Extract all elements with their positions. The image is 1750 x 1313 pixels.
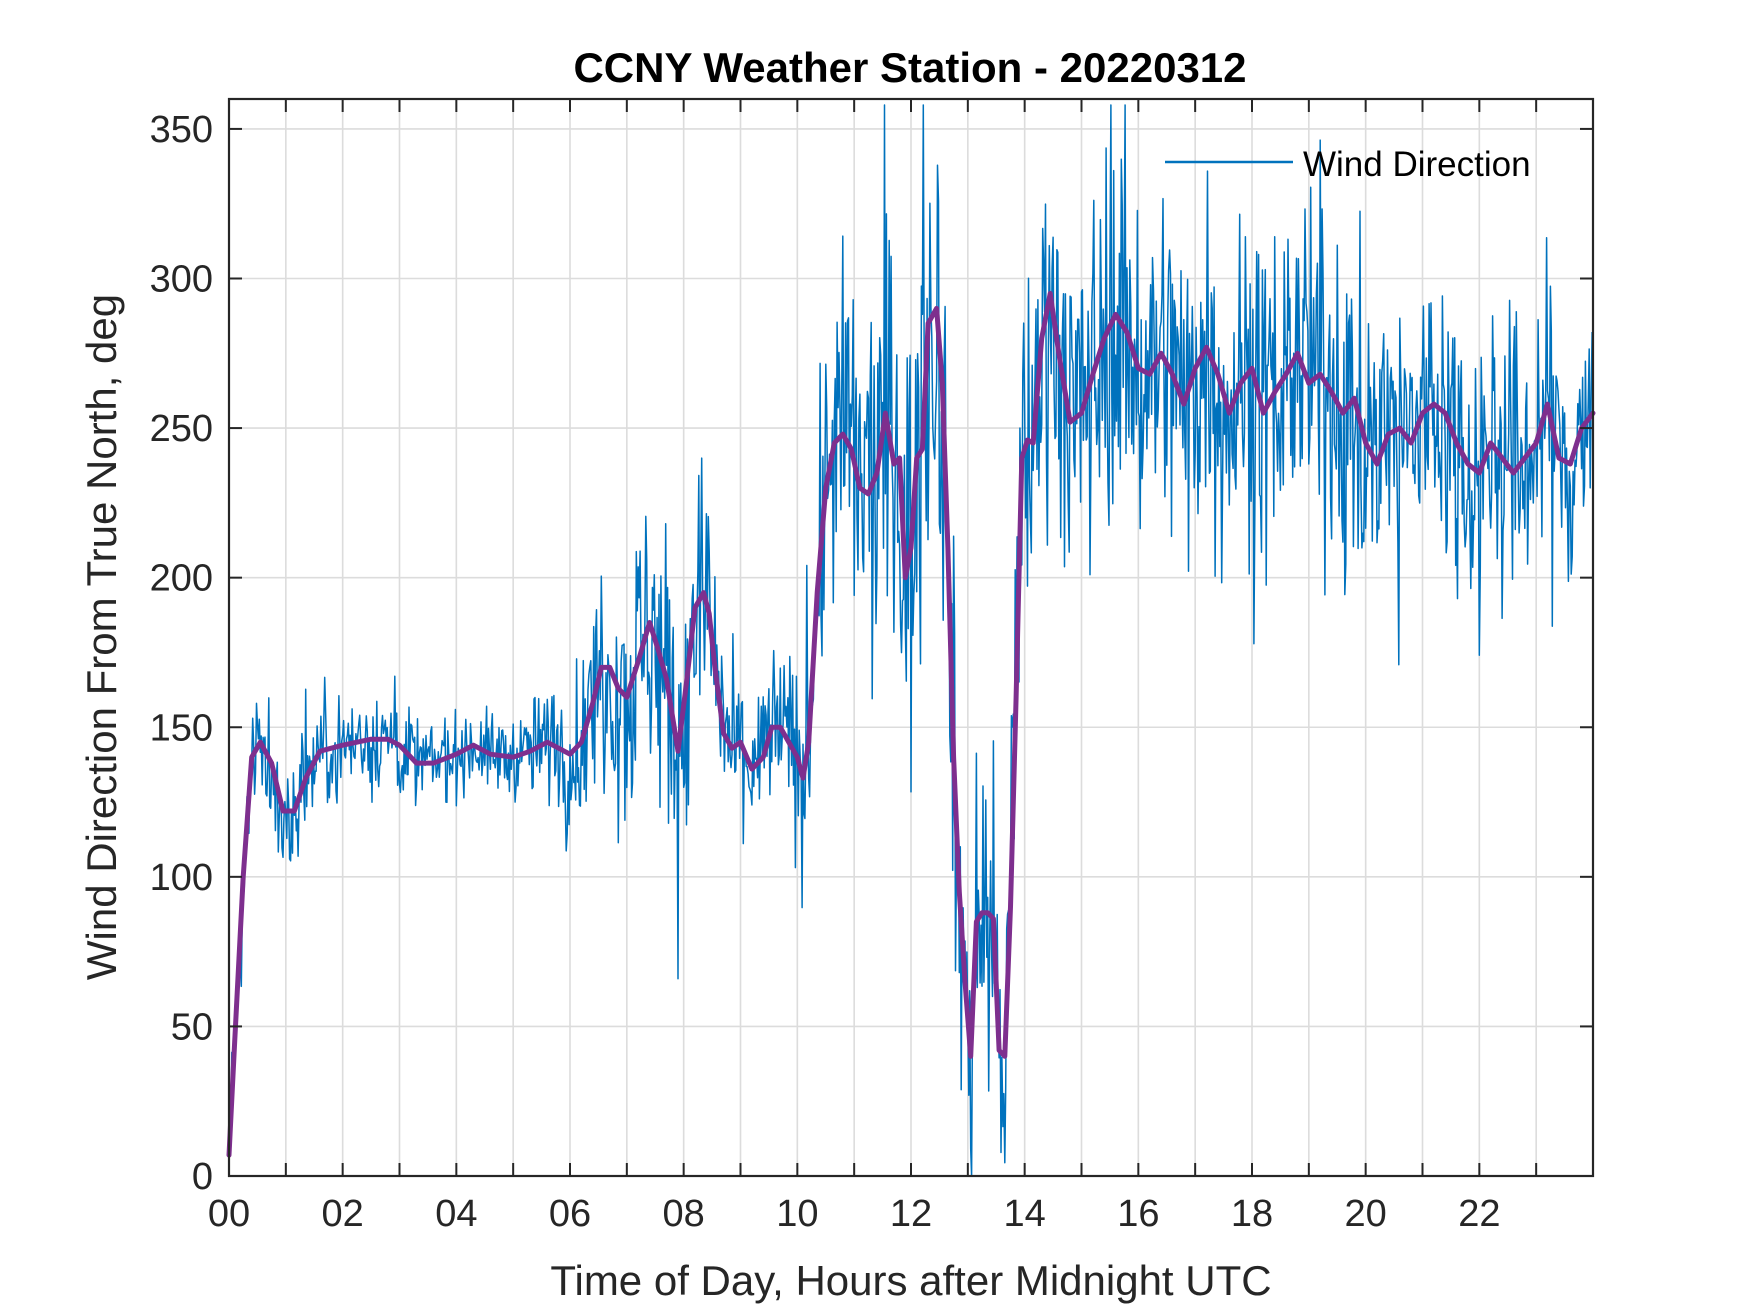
y-tick-label: 100 <box>150 857 213 899</box>
chart-title: CCNY Weather Station - 20220312 <box>573 44 1246 91</box>
legend: Wind Direction <box>1165 145 1531 184</box>
y-tick-label: 250 <box>150 408 213 450</box>
y-tick-label: 0 <box>192 1156 213 1198</box>
y-tick-label: 300 <box>150 259 213 301</box>
tick-layer <box>228 99 1594 1177</box>
y-tick-label: 350 <box>150 109 213 151</box>
smoothed-wind-direction-line <box>226 291 1596 1158</box>
y-tick-label: 50 <box>171 1006 213 1048</box>
x-tick-label: 22 <box>1458 1193 1500 1235</box>
x-tick-label: 20 <box>1345 1193 1387 1235</box>
x-tick-label: 04 <box>435 1193 477 1235</box>
x-tick-label: 18 <box>1231 1193 1273 1235</box>
x-tick-label: 14 <box>1004 1193 1046 1235</box>
y-axis-label: Wind Direction From True North, deg <box>78 294 125 980</box>
smoothed-series-layer <box>226 291 1596 1158</box>
x-tick-label: 02 <box>322 1193 364 1235</box>
x-tick-label: 10 <box>776 1193 818 1235</box>
x-tick-label: 00 <box>208 1193 250 1235</box>
x-tick-label: 08 <box>663 1193 705 1235</box>
plot-area <box>226 97 1596 1178</box>
y-tick-label: 200 <box>150 558 213 600</box>
x-tick-label: 06 <box>549 1193 591 1235</box>
legend-label-wind-direction: Wind Direction <box>1303 145 1531 184</box>
x-axis-label: Time of Day, Hours after Midnight UTC <box>550 1257 1271 1304</box>
y-tick-labels: 0 50 100 150 200 250 300 350 <box>150 109 213 1198</box>
x-tick-labels: 00 02 04 06 08 10 12 14 16 18 20 22 <box>208 1193 1501 1235</box>
x-tick-label: 12 <box>890 1193 932 1235</box>
y-tick-label: 150 <box>150 707 213 749</box>
x-tick-label: 16 <box>1117 1193 1159 1235</box>
